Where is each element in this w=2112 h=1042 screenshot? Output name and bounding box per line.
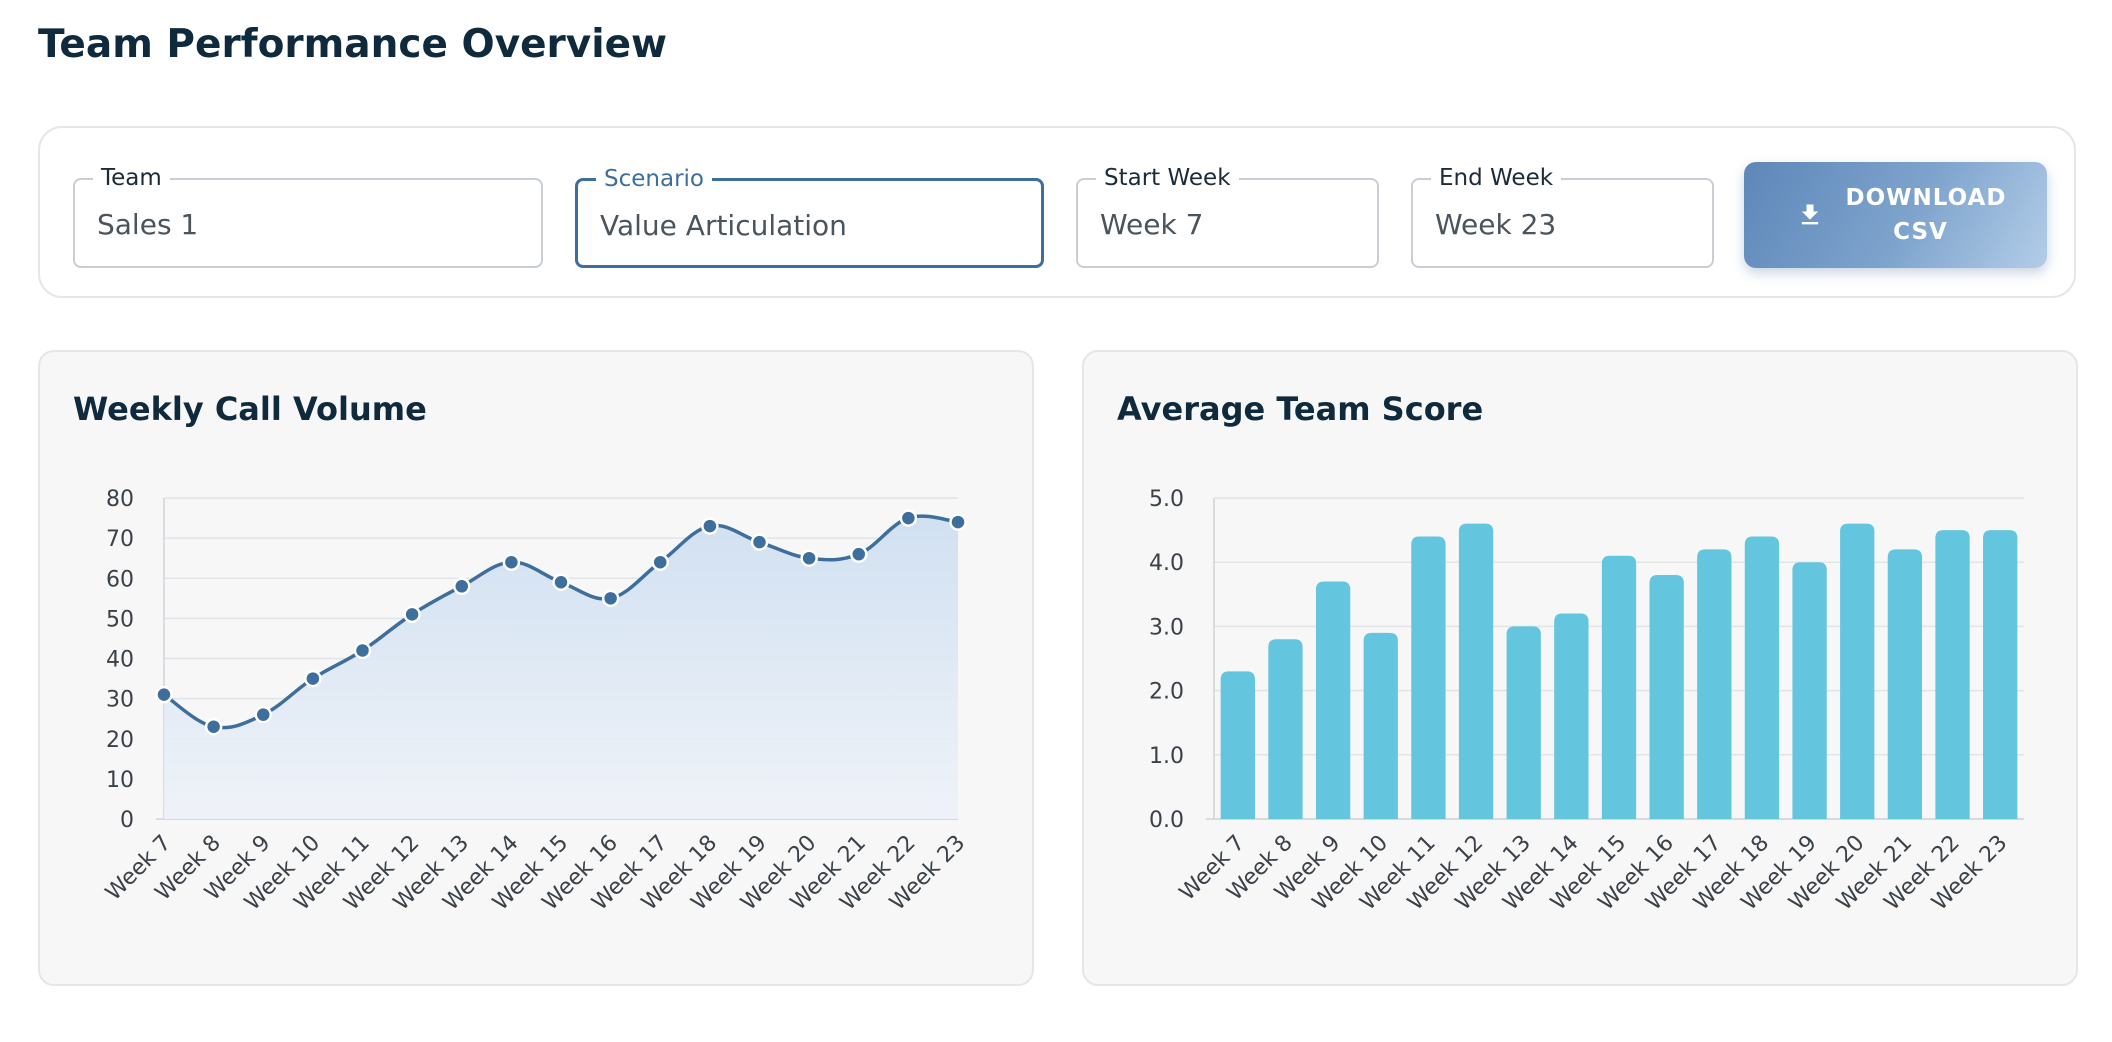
y-tick-label: 5.0 xyxy=(1149,487,1184,512)
filter-panel: Team Sales 1 Scenario Value Articulation… xyxy=(38,126,2076,298)
data-point xyxy=(502,553,521,571)
weekly-call-volume-title: Weekly Call Volume xyxy=(73,390,427,428)
score-bar xyxy=(1935,530,1970,819)
end-week-select[interactable]: End Week Week 23 xyxy=(1411,164,1714,268)
y-tick-label: 80 xyxy=(106,487,134,512)
score-bar xyxy=(1840,523,1875,819)
score-bar xyxy=(1554,613,1589,819)
score-bar xyxy=(1268,639,1303,819)
score-bar xyxy=(1220,671,1255,819)
scenario-value: Value Articulation xyxy=(600,209,847,242)
data-point xyxy=(800,549,818,567)
score-bar xyxy=(1649,575,1684,819)
score-bar xyxy=(1887,549,1923,819)
team-select[interactable]: Team Sales 1 xyxy=(73,164,543,268)
download-csv-label: DOWNLOAD CSV xyxy=(1845,185,2007,245)
y-tick-label: 0 xyxy=(120,808,134,833)
score-bar xyxy=(1363,632,1398,819)
data-point xyxy=(453,577,471,596)
data-point xyxy=(899,509,918,527)
call-volume-area xyxy=(164,516,958,819)
score-bar xyxy=(1315,581,1351,819)
data-point xyxy=(701,517,719,535)
y-tick-label: 0.0 xyxy=(1149,808,1184,833)
team-label: Team xyxy=(93,164,170,192)
y-tick-label: 1.0 xyxy=(1149,744,1184,769)
data-point xyxy=(601,589,620,608)
y-tick-label: 4.0 xyxy=(1149,551,1184,576)
data-point xyxy=(155,685,173,704)
score-bar xyxy=(1697,549,1732,819)
y-tick-label: 20 xyxy=(106,728,134,753)
average-team-score-title: Average Team Score xyxy=(1117,390,1484,428)
download-icon xyxy=(1801,204,1818,225)
download-csv-button[interactable]: DOWNLOAD CSV xyxy=(1744,162,2047,268)
data-point xyxy=(850,545,868,563)
score-bar xyxy=(1506,626,1541,819)
data-point xyxy=(949,513,967,531)
y-tick-label: 2.0 xyxy=(1149,680,1184,705)
y-tick-label: 60 xyxy=(106,567,134,592)
data-point xyxy=(304,669,322,688)
weekly-call-volume-card: Weekly Call Volume 0 10 20 30 40 50 60 70 80 Week… xyxy=(38,350,1034,986)
score-bar xyxy=(1601,555,1637,819)
scenario-select[interactable]: Scenario Value Articulation xyxy=(575,165,1044,268)
y-tick-label: 40 xyxy=(106,648,134,673)
data-point xyxy=(750,533,769,551)
data-point xyxy=(254,705,272,724)
y-tick-label: 3.0 xyxy=(1149,615,1184,640)
y-tick-label: 70 xyxy=(106,527,134,552)
scenario-label: Scenario xyxy=(596,165,712,193)
score-bar xyxy=(1411,536,1446,819)
data-point xyxy=(403,605,421,624)
data-point xyxy=(651,553,669,571)
score-bar xyxy=(1983,530,2018,819)
y-tick-label: 30 xyxy=(106,688,134,713)
y-tick-label: 10 xyxy=(106,768,134,793)
data-point xyxy=(204,717,223,736)
start-week-select[interactable]: Start Week Week 7 xyxy=(1076,164,1379,268)
data-point xyxy=(353,641,372,660)
end-week-value: Week 23 xyxy=(1435,208,1557,241)
data-point xyxy=(552,573,570,592)
score-bar xyxy=(1744,536,1780,819)
average-team-score-card: Average Team Score 0.0 1.0 2.0 3.0 4.0 5.0 Wee… xyxy=(1082,350,2078,986)
start-week-label: Start Week xyxy=(1096,164,1239,192)
y-tick-label: 50 xyxy=(106,607,134,632)
start-week-value: Week 7 xyxy=(1100,208,1204,241)
score-bar xyxy=(1792,562,1827,819)
score-bar xyxy=(1458,523,1494,819)
page-title: Team Performance Overview xyxy=(38,22,668,67)
end-week-label: End Week xyxy=(1431,164,1562,192)
team-value: Sales 1 xyxy=(97,208,199,241)
